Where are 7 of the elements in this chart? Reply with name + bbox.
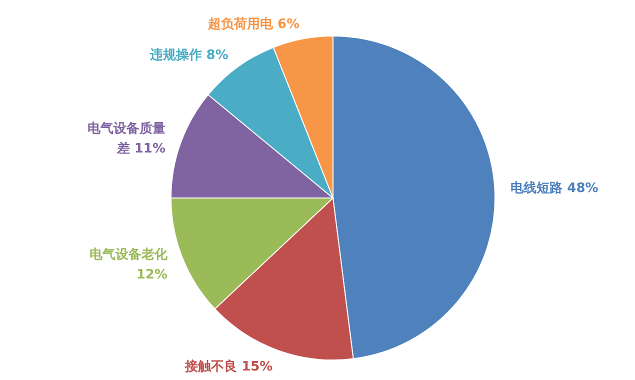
slice-label: 电气设备质量差 11%	[88, 120, 166, 157]
slice-label: 超负荷用电 6%	[207, 16, 300, 32]
slice-label: 电线短路 48%	[510, 180, 598, 196]
slice-label: 接触不良 15%	[184, 358, 273, 374]
slice-label: 违规操作 8%	[148, 46, 228, 63]
data-label: 12%	[136, 268, 168, 283]
slice-label: 电气设备老化	[90, 248, 168, 263]
